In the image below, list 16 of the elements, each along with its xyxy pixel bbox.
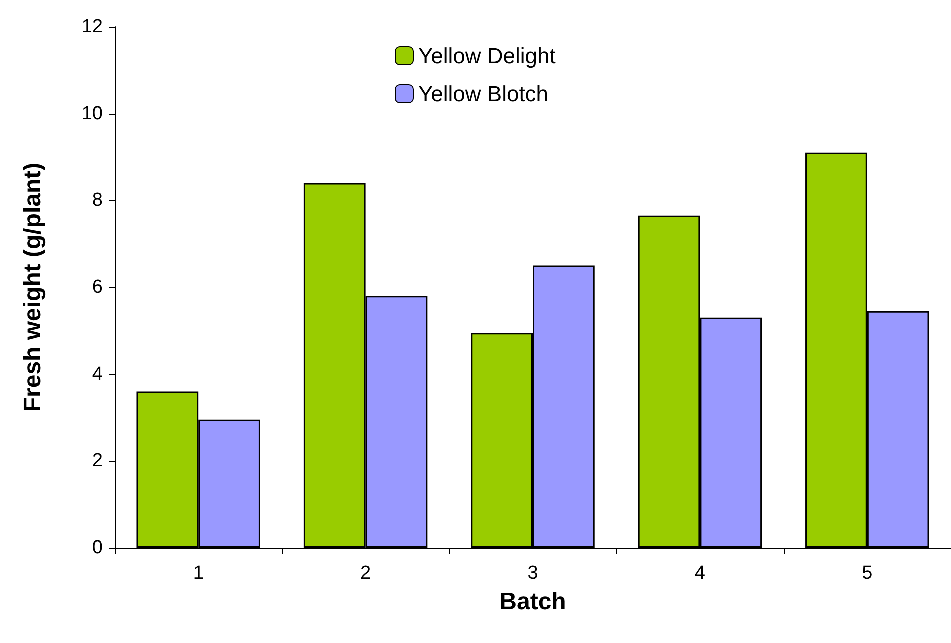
legend-label: Yellow Delight bbox=[418, 44, 556, 68]
y-tick-label: 6 bbox=[92, 277, 103, 298]
y-axis-title: Fresh weight (g/plant) bbox=[20, 162, 46, 412]
y-tick-label: 12 bbox=[82, 16, 103, 38]
y-tick-label: 0 bbox=[92, 538, 103, 558]
x-tick-label: 3 bbox=[528, 563, 538, 584]
x-tick-label: 5 bbox=[862, 563, 873, 584]
x-tick-label: 2 bbox=[360, 563, 372, 584]
x-axis-title: Batch bbox=[500, 588, 566, 616]
y-tick-label: 2 bbox=[92, 450, 103, 472]
y-tick-label: 10 bbox=[82, 103, 103, 124]
x-tick-label: 4 bbox=[694, 563, 706, 584]
x-tick-label: 1 bbox=[193, 563, 204, 584]
y-tick-label: 4 bbox=[92, 364, 104, 385]
y-tick-label: 8 bbox=[92, 190, 103, 212]
legend-label: Yellow Blotch bbox=[418, 82, 549, 106]
